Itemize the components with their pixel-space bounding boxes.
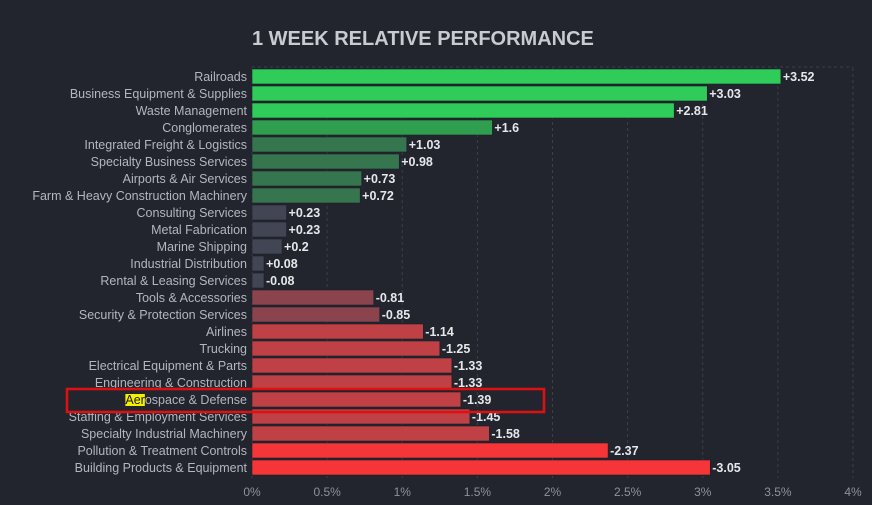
bar — [251, 68, 782, 85]
value-label: -0.85 — [382, 308, 411, 322]
highlighted-text: Aer — [125, 393, 144, 407]
value-label: +0.73 — [364, 172, 396, 186]
category-label: Specialty Industrial Machinery — [81, 427, 248, 441]
x-tick-label: 0.5% — [313, 485, 341, 499]
category-label: Farm & Heavy Construction Machinery — [32, 189, 247, 203]
value-label: -2.37 — [610, 444, 639, 458]
value-label: +1.6 — [494, 121, 519, 135]
x-tick-label: 2.5% — [614, 485, 642, 499]
highlight-box — [65, 387, 546, 414]
category-label: Waste Management — [136, 104, 248, 118]
value-label: +3.03 — [709, 87, 741, 101]
category-label: Tools & Accessories — [136, 291, 247, 305]
bar — [251, 119, 493, 136]
grid-lines — [251, 66, 854, 478]
value-label: +2.81 — [676, 104, 708, 118]
text-highlight-mark — [125, 394, 145, 406]
category-label: Airlines — [206, 325, 247, 339]
x-tick-label: 3.5% — [764, 485, 792, 499]
bar — [251, 272, 265, 289]
bar — [251, 442, 609, 459]
x-tick-label: 1% — [394, 485, 412, 499]
value-label: +1.03 — [409, 138, 441, 152]
bar — [251, 391, 462, 408]
category-label: Specialty Business Services — [91, 155, 247, 169]
value-label: -3.05 — [712, 461, 741, 475]
bar — [251, 340, 441, 357]
bar — [251, 306, 381, 323]
value-label: +0.23 — [289, 223, 321, 237]
category-label: Railroads — [194, 70, 247, 84]
bar — [251, 238, 283, 255]
category-label: Industrial Distribution — [130, 257, 247, 271]
value-label: -1.14 — [425, 325, 454, 339]
value-label: +3.52 — [783, 70, 815, 84]
x-tick-label: 2% — [544, 485, 562, 499]
bar — [251, 221, 287, 238]
value-label: -1.33 — [454, 359, 483, 373]
category-label: Pollution & Treatment Controls — [77, 444, 247, 458]
bar — [251, 102, 675, 119]
bar — [251, 289, 375, 306]
category-label: Electrical Equipment & Parts — [89, 359, 247, 373]
category-label: Aerospace & Defense — [125, 393, 247, 407]
x-tick-label: 0% — [243, 485, 261, 499]
value-label: -1.45 — [472, 410, 501, 424]
bar — [251, 85, 708, 102]
bar — [251, 153, 400, 170]
bar — [251, 425, 490, 442]
category-label: Consulting Services — [137, 206, 247, 220]
value-label: +0.2 — [284, 240, 309, 254]
category-label: Trucking — [200, 342, 248, 356]
category-label: Staffing & Employment Services — [69, 410, 247, 424]
value-label: -1.25 — [442, 342, 471, 356]
bar — [251, 357, 453, 374]
category-label: Marine Shipping — [157, 240, 247, 254]
category-label: Business Equipment & Supplies — [70, 87, 247, 101]
chart-title: 1 WEEK RELATIVE PERFORMANCE — [252, 28, 594, 50]
bar — [251, 255, 265, 272]
bar — [251, 187, 361, 204]
x-axis-ticks: 0% 0.5% 1% 1.5% 2% 2.5% 3% 3.5% 4% — [243, 485, 862, 499]
bars — [251, 68, 782, 476]
bar — [251, 136, 408, 153]
value-label: -1.33 — [454, 376, 483, 390]
category-label: Security & Protection Services — [79, 308, 247, 322]
value-labels: +3.52 +3.03+2.81 +1.6 +1.03 +0.98 +0.73 +0.72 +… — [266, 70, 815, 475]
annotation-overlay — [65, 387, 546, 414]
category-labels: Railroads Business Equipment & Supplies Wa… — [32, 70, 247, 475]
x-tick-label: 4% — [844, 485, 862, 499]
category-label: Integrated Freight & Logistics — [84, 138, 247, 152]
bar — [251, 323, 424, 340]
category-label: Rental & Leasing Services — [100, 274, 247, 288]
value-label: -1.39 — [463, 393, 492, 407]
x-tick-label: 3% — [694, 485, 712, 499]
bar — [251, 170, 362, 187]
bar — [251, 459, 711, 476]
value-label: +0.98 — [401, 155, 433, 169]
category-label: Building Products & Equipment — [75, 461, 248, 475]
value-label: +0.72 — [362, 189, 394, 203]
value-label: -1.58 — [491, 427, 520, 441]
value-label: -0.08 — [266, 274, 295, 288]
value-label: +0.08 — [266, 257, 298, 271]
category-label: Conglomerates — [162, 121, 247, 135]
bar — [251, 204, 287, 221]
category-label: Engineering & Construction — [95, 376, 247, 390]
value-label: -0.81 — [376, 291, 405, 305]
value-label: +0.23 — [289, 206, 321, 220]
category-label: Metal Fabrication — [151, 223, 247, 237]
category-label: Airports & Air Services — [123, 172, 247, 186]
x-tick-label: 1.5% — [464, 485, 492, 499]
